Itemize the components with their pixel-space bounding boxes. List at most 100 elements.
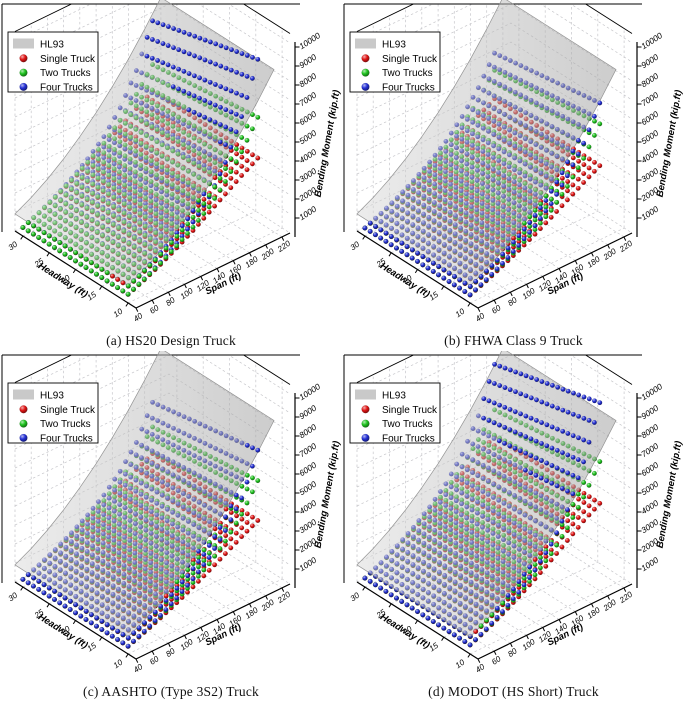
- svg-text:40: 40: [474, 311, 487, 324]
- subfigure-b: 40 60 80 100 120 140 160 180 200 220 Span (ft) 10 15…: [342, 0, 685, 349]
- moment-axis: 1000200030004000500060007000800090001000…: [636, 381, 685, 588]
- svg-text:40: 40: [132, 311, 145, 324]
- panel-d: 40 60 80 100 120 140 160 180 200 220 Span (ft) 10 15…: [342, 351, 685, 703]
- svg-text:180: 180: [244, 254, 261, 269]
- legend-swatch-hl93: [13, 389, 34, 400]
- moment-axis-title: Bending Moment (kip.ft): [655, 440, 685, 549]
- subfigure-c: 40 60 80 100 120 140 160 180 200 220 Span (ft) 10 15…: [0, 351, 342, 700]
- panel-b: 40 60 80 100 120 140 160 180 200 220 Span (ft) 10 15…: [342, 0, 685, 351]
- svg-text:8000: 8000: [639, 71, 660, 90]
- moment-axis-title: Bending Moment (kip.ft): [313, 89, 342, 198]
- dots-four-trucks-above: [20, 442, 261, 649]
- legend-label-hl93: HL93: [40, 40, 64, 51]
- moment-axis: 1000200030004000500060007000800090001000…: [636, 30, 685, 237]
- legend-label-four-trucks: Four Trucks: [382, 433, 435, 444]
- legend-label-two-trucks: Two Trucks: [40, 419, 91, 430]
- svg-text:80: 80: [506, 295, 519, 308]
- svg-text:8000: 8000: [297, 71, 318, 90]
- svg-text:10: 10: [454, 306, 467, 319]
- panel-c: 40 60 80 100 120 140 160 180 200 220 Span (ft) 10 15…: [0, 351, 342, 703]
- panel-caption-c: (c) AASHTO (Type 3S2) Truck: [83, 684, 259, 699]
- layer-frame: [343, 354, 642, 583]
- svg-text:100: 100: [179, 286, 196, 301]
- legend: HL93 Single Truck Two Trucks Four Trucks: [7, 382, 99, 444]
- svg-text:200: 200: [259, 246, 276, 262]
- moment-axis: 1000200030004000500060007000800090001000…: [294, 30, 342, 237]
- svg-text:9000: 9000: [297, 52, 318, 71]
- legend-swatch-single-truck: [19, 405, 28, 414]
- dots-four-trucks-above: [362, 100, 603, 298]
- svg-text:220: 220: [275, 239, 292, 255]
- svg-text:7000: 7000: [297, 90, 318, 109]
- svg-text:5000: 5000: [639, 128, 660, 147]
- legend-swatch-four-trucks: [19, 433, 28, 442]
- legend-label-single-truck: Single Truck: [382, 405, 438, 416]
- svg-text:10: 10: [112, 306, 125, 319]
- legend-label-hl93: HL93: [40, 391, 64, 402]
- legend-swatch-single-truck: [361, 54, 370, 63]
- legend-label-four-trucks: Four Trucks: [382, 82, 435, 93]
- legend-swatch-hl93: [355, 389, 376, 400]
- layer-frame: [1, 3, 300, 232]
- legend-label-two-trucks: Two Trucks: [382, 68, 433, 79]
- svg-text:60: 60: [148, 303, 161, 316]
- layer-frame: [1, 354, 300, 583]
- legend-swatch-hl93: [355, 38, 376, 49]
- legend: HL93 Single Truck Two Trucks Four Trucks: [7, 31, 99, 93]
- svg-text:6000: 6000: [639, 109, 660, 128]
- svg-text:1000: 1000: [639, 204, 660, 223]
- dot-sheets-above-surface: [20, 442, 261, 649]
- svg-text:80: 80: [164, 295, 177, 308]
- legend-swatch-two-trucks: [19, 419, 28, 428]
- svg-text:7000: 7000: [639, 90, 660, 109]
- svg-text:10000: 10000: [297, 30, 322, 51]
- legend-label-single-truck: Single Truck: [40, 54, 96, 65]
- svg-text:4000: 4000: [639, 147, 660, 166]
- legend-swatch-two-trucks: [361, 419, 370, 428]
- svg-text:4000: 4000: [297, 147, 318, 166]
- legend-swatch-two-trucks: [361, 68, 370, 77]
- subfigure-d: 40 60 80 100 120 140 160 180 200 220 Span (ft) 10 15…: [342, 351, 685, 700]
- svg-text:100: 100: [521, 286, 538, 301]
- svg-text:5000: 5000: [297, 128, 318, 147]
- legend-swatch-two-trucks: [19, 68, 28, 77]
- svg-text:1000: 1000: [297, 204, 318, 223]
- svg-text:180: 180: [586, 254, 603, 269]
- panel-caption-a: (a) HS20 Design Truck: [106, 333, 236, 348]
- legend-swatch-single-truck: [19, 54, 28, 63]
- moment-axis: 1000200030004000500060007000800090001000…: [294, 381, 342, 588]
- svg-text:6000: 6000: [297, 109, 318, 128]
- dot-sheets-above-surface: [362, 361, 603, 648]
- layer-frame: [343, 3, 642, 232]
- panel-caption-d: (d) MODOT (HS Short) Truck: [428, 684, 599, 699]
- svg-text:220: 220: [617, 239, 634, 255]
- legend-swatch-four-trucks: [19, 82, 28, 91]
- legend-label-single-truck: Single Truck: [382, 54, 438, 65]
- legend-label-four-trucks: Four Trucks: [40, 82, 93, 93]
- moment-axis-title: Bending Moment (kip.ft): [313, 440, 342, 549]
- dots-four-trucks-above: [362, 361, 603, 648]
- legend: HL93 Single Truck Two Trucks Four Trucks: [349, 31, 441, 93]
- panel-caption-b: (b) FHWA Class 9 Truck: [444, 333, 583, 348]
- subfigure-a: 40 60 80 100 120 140 160 180 200 220 Span (ft) 10 15…: [0, 0, 342, 349]
- legend-swatch-hl93: [13, 38, 34, 49]
- legend-label-hl93: HL93: [382, 391, 406, 402]
- svg-text:60: 60: [490, 303, 503, 316]
- legend-swatch-four-trucks: [361, 433, 370, 442]
- legend-label-two-trucks: Two Trucks: [40, 68, 91, 79]
- legend: HL93 Single Truck Two Trucks Four Trucks: [349, 382, 441, 444]
- legend-swatch-single-truck: [361, 405, 370, 414]
- svg-text:9000: 9000: [639, 52, 660, 71]
- svg-text:30: 30: [349, 239, 362, 252]
- dot-sheets-above-surface: [20, 18, 261, 297]
- legend-label-four-trucks: Four Trucks: [40, 433, 93, 444]
- legend-swatch-four-trucks: [361, 82, 370, 91]
- moment-axis-title: Bending Moment (kip.ft): [655, 89, 685, 198]
- legend-label-two-trucks: Two Trucks: [382, 419, 433, 430]
- svg-text:10000: 10000: [639, 30, 664, 51]
